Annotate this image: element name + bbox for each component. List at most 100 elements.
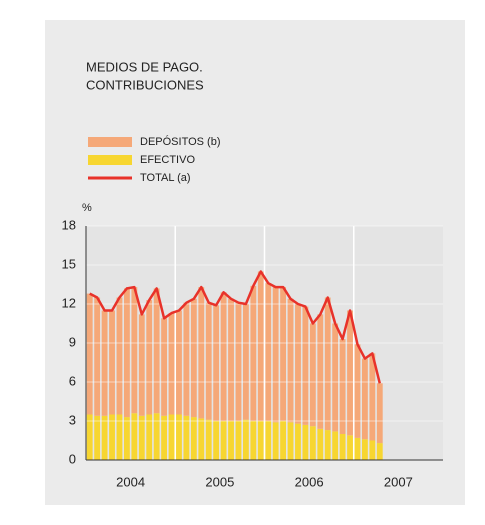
bar-segment <box>228 421 234 460</box>
bar-segment <box>354 344 361 438</box>
bar-segment <box>332 323 339 432</box>
bar-segment <box>190 417 197 460</box>
bar-segment <box>295 304 301 424</box>
bar-segment <box>354 437 361 460</box>
bar-segment <box>116 414 123 460</box>
bar-segment <box>131 287 138 414</box>
bar-segment <box>257 271 264 421</box>
bar-segment <box>257 421 264 460</box>
bar-segment <box>86 414 93 460</box>
bar-segment <box>116 297 123 415</box>
bar-segment <box>123 417 130 460</box>
bar-segment <box>369 353 376 441</box>
bar-segment <box>287 422 294 460</box>
bar-segment <box>369 440 376 460</box>
bar-segment <box>324 297 331 431</box>
bar-segment <box>324 430 331 460</box>
bar-segment <box>265 421 272 460</box>
bar-segment <box>205 302 212 420</box>
total-line <box>89 270 381 384</box>
bar-segment <box>265 283 272 421</box>
bar-segment <box>361 358 368 440</box>
bar-segment <box>347 435 353 460</box>
bar-segment <box>94 297 101 416</box>
bar-segment <box>361 439 368 460</box>
bar-segment <box>332 431 339 460</box>
bar-segment <box>220 292 227 421</box>
x-tick-label: 2006 <box>295 474 324 489</box>
bar-segment <box>235 421 242 460</box>
bar-segment <box>168 313 175 415</box>
legend-swatch <box>88 155 132 165</box>
bar-segment <box>376 443 383 460</box>
x-tick-label: 2004 <box>116 474 145 489</box>
bar-segment <box>287 298 294 423</box>
bar-segment <box>220 421 227 460</box>
chart-title: MEDIOS DE PAGO. <box>86 59 203 74</box>
y-unit: % <box>82 202 92 214</box>
bar-segment <box>339 339 346 434</box>
bar-segment <box>302 424 309 460</box>
bar-segment <box>123 288 130 418</box>
bar-segment <box>168 414 175 460</box>
bar-segment <box>250 285 257 421</box>
bar-segment <box>302 306 309 425</box>
bar-segment <box>228 298 234 421</box>
bar-segment <box>242 304 249 420</box>
bar-segment <box>295 423 301 460</box>
y-tick-label: 3 <box>69 412 76 427</box>
legend-label: TOTAL (a) <box>140 172 191 184</box>
bar-segment <box>101 310 108 416</box>
bar-segment <box>213 421 220 460</box>
bar-segment <box>198 418 205 460</box>
y-tick-label: 18 <box>62 217 76 232</box>
bar-segment <box>138 314 145 416</box>
bar-segment <box>317 428 324 460</box>
bar-segment <box>146 300 153 415</box>
y-tick-label: 12 <box>62 295 76 310</box>
bar-segment <box>272 422 279 460</box>
bar-segment <box>146 414 153 460</box>
chart-title: CONTRIBUCIONES <box>86 77 204 92</box>
legend-label: EFECTIVO <box>140 154 195 166</box>
y-tick-label: 6 <box>69 373 76 388</box>
bar-segment <box>131 413 138 460</box>
bar-segment <box>138 415 145 460</box>
bar-segment <box>153 413 160 460</box>
bar-segment <box>198 287 205 419</box>
bar-segment <box>235 302 242 421</box>
legend-swatch <box>88 137 132 147</box>
bar-segment <box>86 293 93 415</box>
bar-segment <box>250 421 257 460</box>
bar-segment <box>109 310 115 415</box>
bar-segment <box>161 318 168 416</box>
bar-segment <box>190 298 197 418</box>
bar-segment <box>161 415 168 460</box>
bar-segment <box>101 415 108 460</box>
bar-segment <box>339 434 346 460</box>
bar-segment <box>153 288 160 414</box>
bar-segment <box>176 414 182 460</box>
x-tick-label: 2005 <box>205 474 234 489</box>
bar-segment <box>317 314 324 429</box>
y-tick-label: 15 <box>62 256 76 271</box>
x-tick-label: 2007 <box>384 474 413 489</box>
bar-segment <box>109 414 115 460</box>
bar-segment <box>242 419 249 460</box>
bar-segment <box>94 415 101 460</box>
bar-segment <box>176 310 182 415</box>
bar-segment <box>280 421 287 460</box>
y-tick-label: 0 <box>69 451 76 466</box>
bar-segment <box>347 310 353 436</box>
bar-segment <box>213 305 220 421</box>
bar-segment <box>272 287 279 423</box>
bar-segment <box>309 323 316 427</box>
bar-segment <box>376 383 383 444</box>
bar-segment <box>280 287 287 421</box>
bar-segment <box>205 419 212 460</box>
bar-segment <box>183 415 190 460</box>
bar-segment <box>309 426 316 460</box>
bar-segment <box>183 302 190 416</box>
legend-label: DEPÓSITOS (b) <box>140 135 220 148</box>
